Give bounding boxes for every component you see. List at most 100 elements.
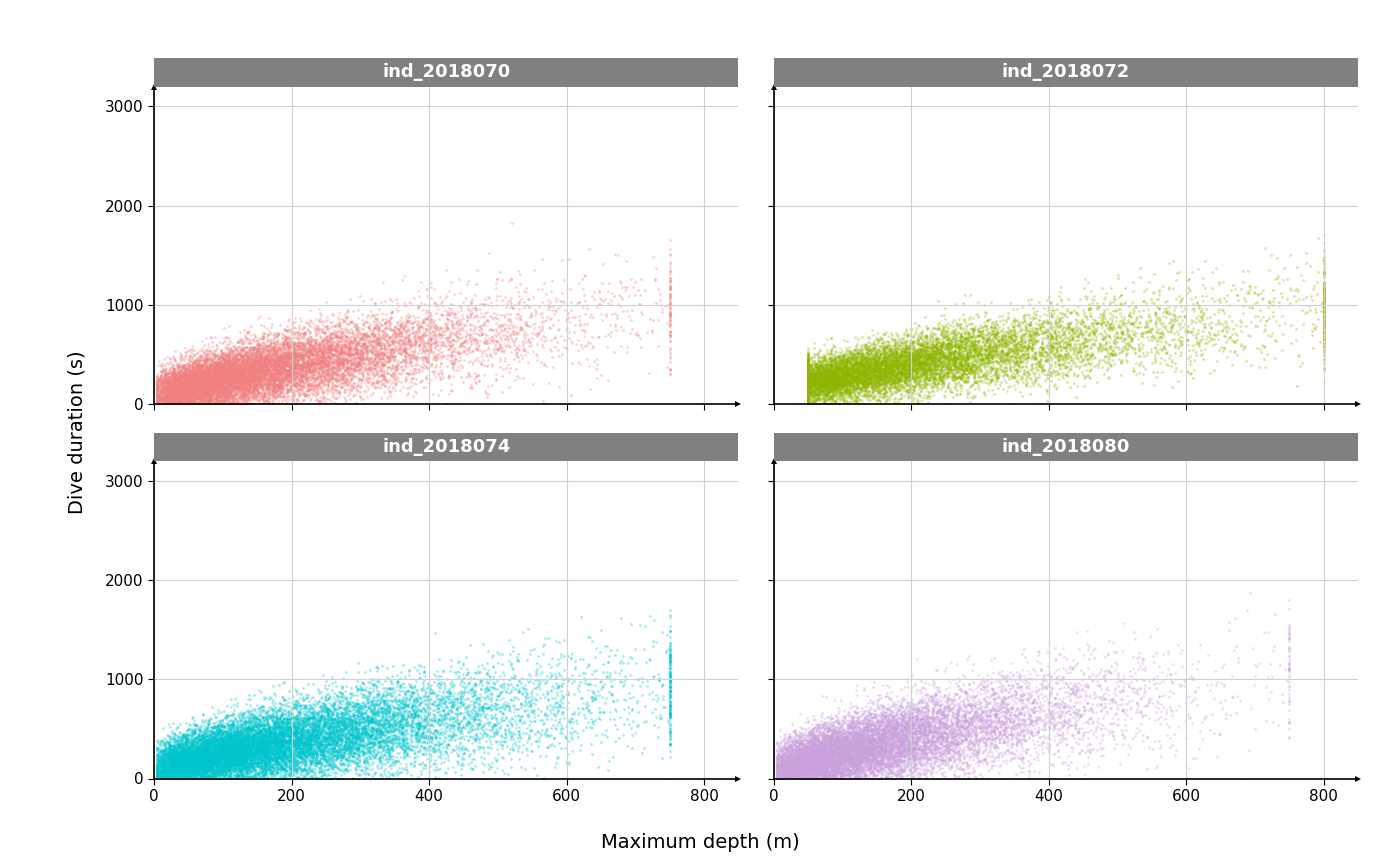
Point [190,725,213,739]
Point [820,753,843,767]
Point [284,730,307,744]
Point [867,751,889,765]
Point [827,379,850,393]
Point [833,740,855,753]
Point [508,311,531,324]
Point [280,746,302,760]
Point [295,368,318,381]
Point [634,655,657,669]
Point [1077,320,1099,334]
Point [237,349,259,363]
Point [791,763,813,777]
Point [526,282,549,296]
Point [785,772,808,785]
Point [323,343,346,357]
Point [248,762,270,776]
Point [399,678,421,692]
Point [210,719,232,733]
Point [876,735,899,749]
Point [931,744,953,758]
Point [771,759,794,773]
Point [249,367,272,381]
Point [368,333,391,347]
Point [829,371,851,385]
Point [794,749,816,763]
Point [154,760,176,774]
Point [1004,345,1026,359]
Point [202,749,224,763]
Point [970,347,993,361]
Point [332,728,354,742]
Point [907,746,930,760]
Point [175,747,197,761]
Point [854,721,876,734]
Point [335,719,357,733]
Point [267,740,290,753]
Point [797,375,819,389]
Point [206,397,228,411]
Point [830,739,853,753]
Point [833,704,855,718]
Point [283,719,305,733]
Point [899,772,921,785]
Point [252,743,274,757]
Point [809,751,832,765]
Point [183,763,206,777]
Point [197,736,220,750]
Point [169,772,192,785]
Point [792,767,815,781]
Point [326,730,349,744]
Point [889,350,911,364]
Point [218,752,241,766]
Point [231,387,253,400]
Point [206,756,228,770]
Point [1312,289,1334,303]
Point [253,359,276,373]
Point [283,359,305,373]
Point [855,717,878,731]
Point [791,753,813,766]
Point [1060,718,1082,732]
Point [1117,336,1140,350]
Point [265,366,287,380]
Point [826,372,848,386]
Point [281,769,304,783]
Point [913,361,935,375]
Point [211,747,234,761]
Point [1278,625,1301,638]
Point [172,737,195,751]
Point [767,750,790,764]
Point [797,351,819,365]
Point [288,734,311,748]
Point [193,726,216,740]
Point [325,343,347,357]
Point [886,749,909,763]
Point [832,750,854,764]
Point [524,714,546,728]
Point [965,375,987,389]
Point [834,752,857,766]
Point [225,368,248,382]
Point [188,722,210,736]
Point [175,749,197,763]
Point [395,712,417,726]
Point [781,772,804,785]
Point [307,754,329,768]
Point [818,380,840,394]
Point [853,728,875,742]
Point [787,772,809,785]
Point [167,393,189,407]
Point [521,343,543,357]
Point [155,368,178,382]
Point [841,736,864,750]
Point [269,342,291,356]
Point [326,729,349,743]
Point [840,378,862,392]
Point [248,355,270,368]
Point [519,686,542,700]
Point [1047,347,1070,361]
Point [857,753,879,766]
Point [204,765,227,778]
Point [276,770,298,784]
Point [988,341,1011,355]
